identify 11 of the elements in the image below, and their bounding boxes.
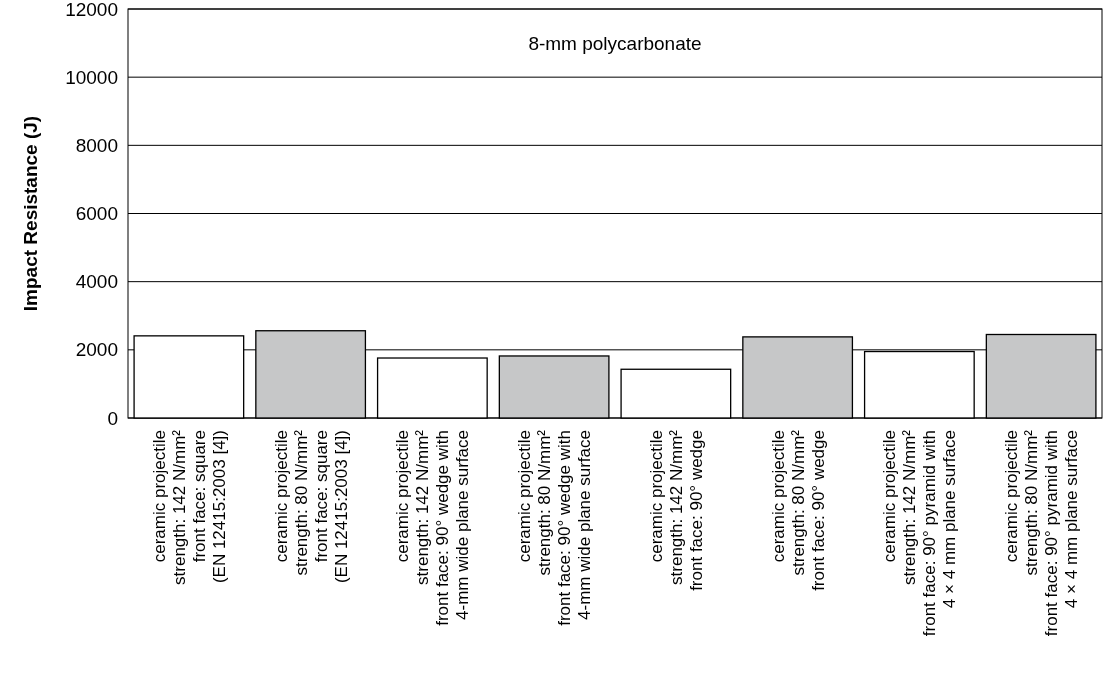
y-tick-label: 2000 <box>75 339 118 361</box>
y-tick-label: 6000 <box>75 203 118 225</box>
y-tick-label: 0 <box>107 407 118 429</box>
x-tick-label: ceramic projectile strength: 80 N/mm² front face: square (EN 12415:2003 [4]) <box>271 429 351 584</box>
annotation: 8-mm polycarbonate <box>528 32 702 54</box>
x-tick-label: ceramic projectile strength: 142 N/mm² front face: square (EN 12415:2003 [4]) <box>149 429 229 585</box>
y-tick-label: 4000 <box>75 271 118 293</box>
y-tick-label: 12000 <box>65 0 118 20</box>
y-axis-title: Impact Resistance (J) <box>19 115 41 312</box>
y-tick-label: 10000 <box>65 66 118 88</box>
y-tick-label: 8000 <box>75 134 118 156</box>
